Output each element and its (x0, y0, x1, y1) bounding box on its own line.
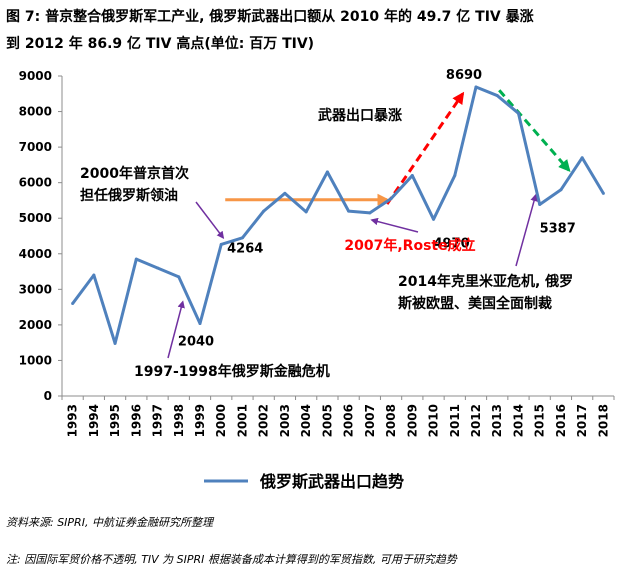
data-point-2011 (453, 174, 457, 178)
purple-arrow-1998 (167, 300, 185, 359)
x-tick-label: 1995 (108, 404, 122, 437)
purple-arrow-2000 (195, 201, 225, 239)
chart-axes (58, 75, 615, 400)
series-line (71, 85, 605, 345)
title-line-1: 图 7: 普京整合俄罗斯军工产业, 俄罗斯武器出口额从 2010 年的 49.7… (6, 9, 534, 25)
x-tick-label: 2016 (554, 404, 568, 437)
data-point-2003 (283, 191, 287, 195)
annotation-text-1: 担任俄罗斯领油 (80, 187, 178, 204)
data-point-2002 (262, 209, 266, 213)
x-axis-tick-labels: 1993 1994 1995 1996 1997 1998 1999 2000 2001 2002… (66, 404, 611, 437)
data-point-2007 (368, 211, 372, 215)
x-tick-label: 2018 (596, 404, 610, 437)
data-point-2001 (240, 236, 244, 240)
x-tick-label: 1998 (172, 404, 186, 437)
x-tick-label: 2008 (384, 404, 398, 437)
annotation-text-2: 武器出口暴涨 (318, 107, 402, 124)
x-tick-label: 2013 (490, 404, 504, 437)
x-tick-label: 2002 (257, 404, 271, 437)
annotation-text-3: 2007年,Roste成立 (344, 237, 475, 254)
x-tick-label: 1996 (129, 404, 143, 437)
x-tick-label: 2003 (278, 404, 292, 437)
x-tick-label: 2007 (363, 404, 377, 437)
x-tick-label: 1997 (151, 404, 165, 437)
source-note: 资料来源: SIPRI, 中航证券金融研究所整理 (6, 516, 213, 529)
data-point-1993 (71, 302, 75, 306)
purple-arrow-2007 (370, 217, 419, 233)
annotation-text-4: 2014年克里米亚危机, 俄罗 (398, 273, 573, 290)
y-tick-label: 1000 (19, 353, 52, 367)
y-tick-label: 4000 (19, 247, 52, 261)
y-tick-label: 7000 (19, 140, 52, 154)
x-tick-label: 2006 (342, 404, 356, 437)
data-point-1997 (156, 266, 160, 270)
annotation-arrows (167, 89, 571, 359)
data-point-1999 (198, 321, 202, 325)
data-point-2012 (474, 85, 478, 89)
x-tick-label: 1999 (193, 404, 207, 437)
data-label-1999: 2040 (178, 334, 214, 349)
y-tick-label: 2000 (19, 318, 52, 332)
purple-arrow-2014 (515, 193, 538, 267)
y-tick-label: 3000 (19, 282, 52, 296)
data-point-1996 (134, 257, 138, 261)
data-point-2010 (432, 217, 436, 221)
data-label-2015: 5387 (540, 221, 576, 236)
x-tick-label: 2015 (533, 404, 547, 437)
x-tick-label: 2010 (427, 404, 441, 437)
x-tick-label: 2000 (214, 404, 228, 437)
data-point-2000 (219, 242, 223, 246)
y-tick-label: 8000 (19, 105, 52, 119)
data-point-2014 (516, 111, 520, 115)
data-point-2015 (538, 202, 542, 206)
legend: 俄罗斯武器出口趋势 (204, 472, 404, 491)
y-axis-tick-labels: 0 1000 2000 3000 4000 5000 6000 7000 8000 9000 (19, 69, 52, 403)
x-tick-label: 2005 (320, 404, 334, 437)
data-point-2004 (304, 210, 308, 214)
annotation-text-6: 1997-1998年俄罗斯金融危机 (134, 363, 330, 380)
x-tick-label: 2014 (511, 404, 525, 437)
data-point-2017 (580, 156, 584, 160)
x-tick-label: 2001 (235, 404, 249, 437)
data-point-2013 (495, 94, 499, 98)
data-point-1998 (177, 275, 181, 279)
annotation-text-5: 斯被欧盟、美国全面制裁 (398, 295, 552, 312)
data-point-2018 (601, 191, 605, 195)
data-point-1995 (113, 341, 117, 345)
x-tick-label: 1994 (87, 404, 101, 437)
data-label-2010: 4970 (433, 236, 469, 251)
x-tick-label: 2004 (299, 404, 313, 437)
data-label-2000: 4264 (227, 241, 263, 256)
data-point-2005 (325, 170, 329, 174)
y-tick-label: 5000 (19, 211, 52, 225)
y-tick-label: 6000 (19, 176, 52, 190)
annotation-text-0: 2000年普京首次 (80, 165, 189, 182)
red-surge-arrow (385, 91, 465, 205)
data-point-2008 (389, 197, 393, 201)
x-tick-label: 2017 (575, 404, 589, 437)
data-point-2016 (559, 188, 563, 192)
figure-title: 图 7: 普京整合俄罗斯军工产业, 俄罗斯武器出口额从 2010 年的 49.7… (6, 4, 628, 58)
data-labels: 2040 4264 4970 8690 5387 (178, 68, 576, 349)
series-polyline (71, 85, 605, 345)
title-line-2: 到 2012 年 86.9 亿 TIV 高点(单位: 百万 TIV) (6, 36, 315, 52)
x-tick-label: 2011 (448, 404, 462, 437)
x-tick-label: 2012 (469, 404, 483, 437)
y-tick-label: 9000 (19, 69, 52, 83)
x-tick-label: 2009 (405, 404, 419, 437)
data-point-2009 (410, 174, 414, 178)
data-point-2006 (347, 209, 351, 213)
green-decline-arrow (498, 89, 571, 173)
y-tick-label: 0 (44, 389, 52, 403)
data-label-2012: 8690 (446, 68, 482, 83)
legend-label: 俄罗斯武器出口趋势 (259, 472, 404, 491)
x-tick-label: 1993 (66, 404, 80, 437)
data-point-1994 (92, 273, 96, 277)
footnote: 注: 因国际军贸价格不透明, TIV 为 SIPRI 根据装备成本计算得到的军贸… (6, 553, 457, 566)
